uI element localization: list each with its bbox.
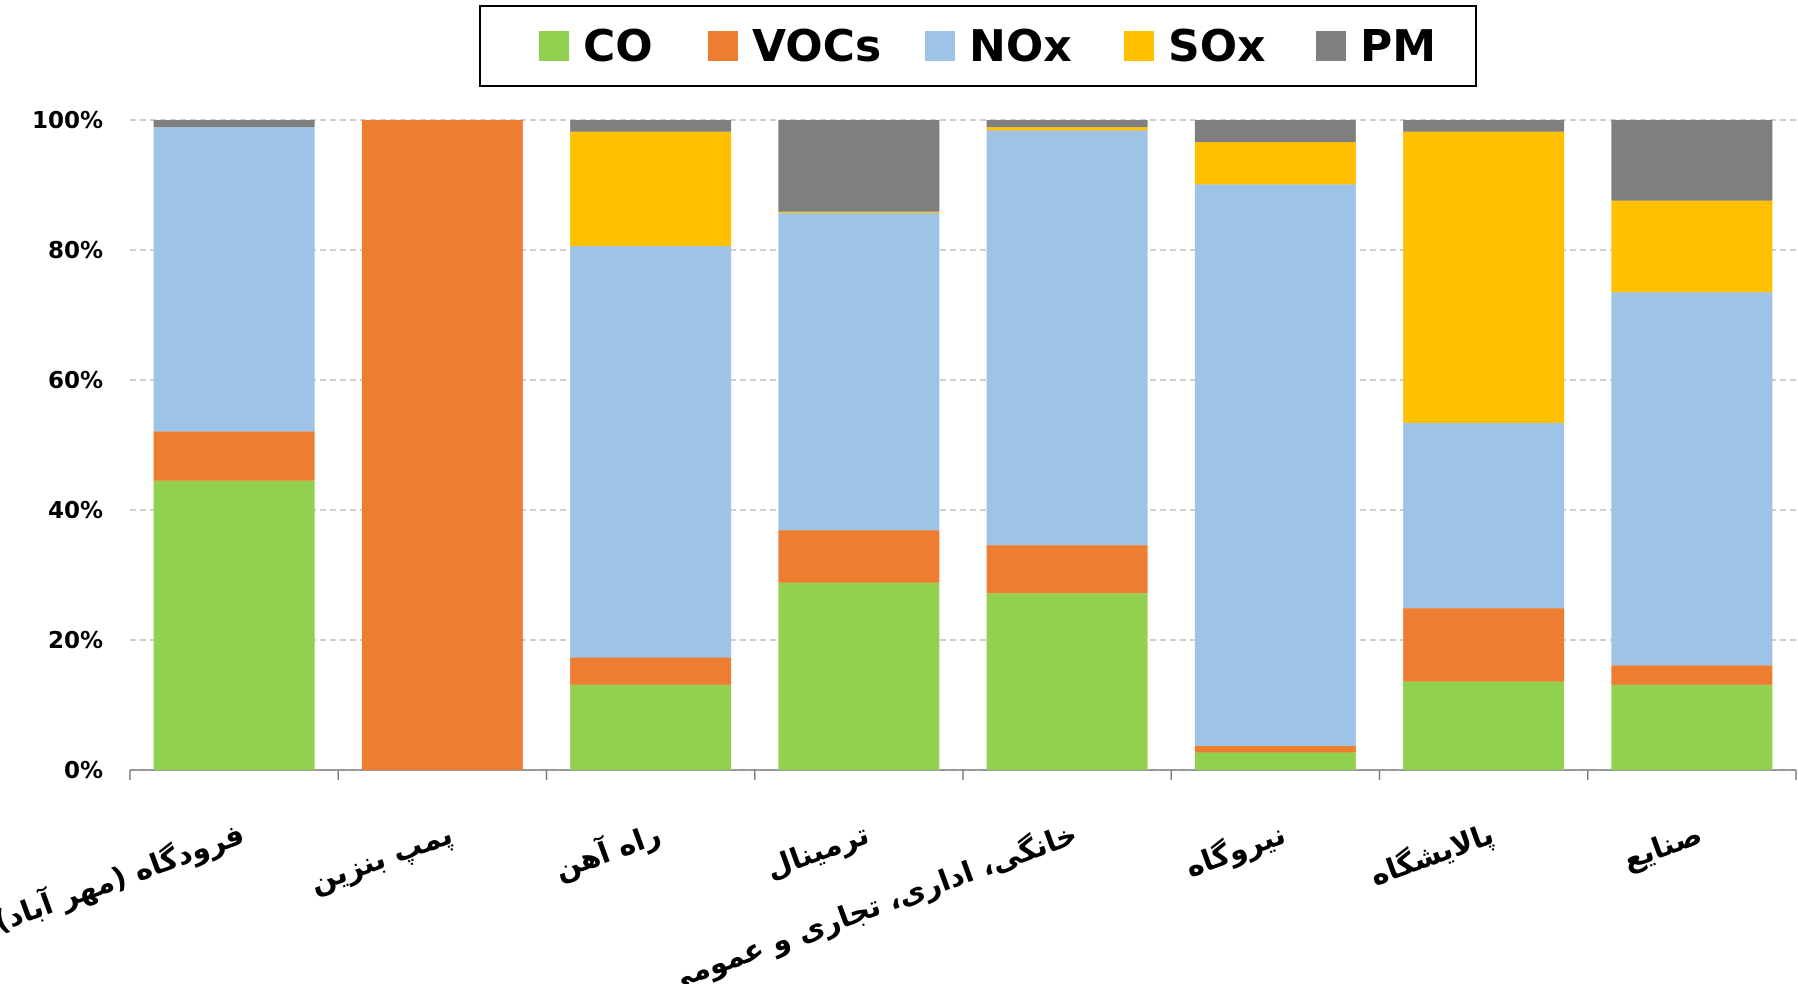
bar-segment <box>1403 608 1565 682</box>
bar-segment <box>1403 681 1565 770</box>
x-tick-label: ترمینال <box>761 817 873 885</box>
bar-segment <box>1403 131 1565 423</box>
legend-swatch <box>925 31 955 61</box>
x-tick-label: پمپ بنزین <box>305 817 457 901</box>
bar-segment <box>1611 665 1773 685</box>
legend-box <box>479 5 1477 87</box>
bar-segment <box>986 127 1148 131</box>
y-tick-label: 100% <box>32 108 103 134</box>
bar-segment <box>570 684 732 770</box>
x-tick-label: صنایع <box>1618 817 1706 877</box>
legend-label: CO <box>583 21 653 72</box>
x-tick-label: پالایشگاه <box>1365 817 1498 894</box>
bar-segment <box>570 120 732 132</box>
bar-segment <box>153 431 315 481</box>
bar-segment <box>153 120 315 128</box>
bar-segment <box>986 545 1148 594</box>
bar-segment <box>986 130 1148 546</box>
y-tick-label: 80% <box>48 238 103 264</box>
bar-segment <box>1611 292 1773 666</box>
bar-segment <box>1611 120 1773 201</box>
bar-segment <box>153 127 315 432</box>
bar-segment <box>361 120 523 770</box>
bar-segment <box>153 480 315 770</box>
bar-segment <box>570 246 732 658</box>
bar-segment <box>1403 120 1565 132</box>
bar-segment <box>570 657 732 685</box>
bar-segment <box>778 582 940 770</box>
bar-segment <box>1194 142 1356 185</box>
bar-segment <box>1194 752 1356 770</box>
y-tick-label: 40% <box>48 498 103 524</box>
legend-swatch <box>1316 31 1346 61</box>
bar-segment <box>570 131 732 247</box>
legend-label: VOCs <box>752 21 881 72</box>
bar-segment <box>1611 684 1773 770</box>
y-tick-label: 0% <box>64 758 103 784</box>
bar-segment <box>1403 422 1565 609</box>
x-tick-label: نیروگاه <box>1181 817 1290 884</box>
y-tick-label: 60% <box>48 368 103 394</box>
legend-label: NOx <box>969 21 1072 72</box>
legend-label: SOx <box>1168 21 1265 72</box>
bar-segment <box>1194 120 1356 143</box>
x-tick-label: راه آهن <box>550 816 665 887</box>
x-tick-label: فرودگاه (مهر آباد) <box>0 816 249 939</box>
bar-segment <box>1194 184 1356 746</box>
bar-segment <box>1194 745 1356 753</box>
legend-swatch <box>539 31 569 61</box>
bar-segment <box>778 120 940 212</box>
y-tick-label: 20% <box>48 628 103 654</box>
bar-segment <box>986 120 1148 128</box>
bar-segment <box>778 212 940 531</box>
legend-swatch <box>708 31 738 61</box>
legend-swatch <box>1124 31 1154 61</box>
bar-segment <box>778 211 940 213</box>
bar-segment <box>778 530 940 583</box>
bar-segment <box>1611 200 1773 293</box>
legend-label: PM <box>1360 21 1436 72</box>
bar-segment <box>986 593 1148 770</box>
